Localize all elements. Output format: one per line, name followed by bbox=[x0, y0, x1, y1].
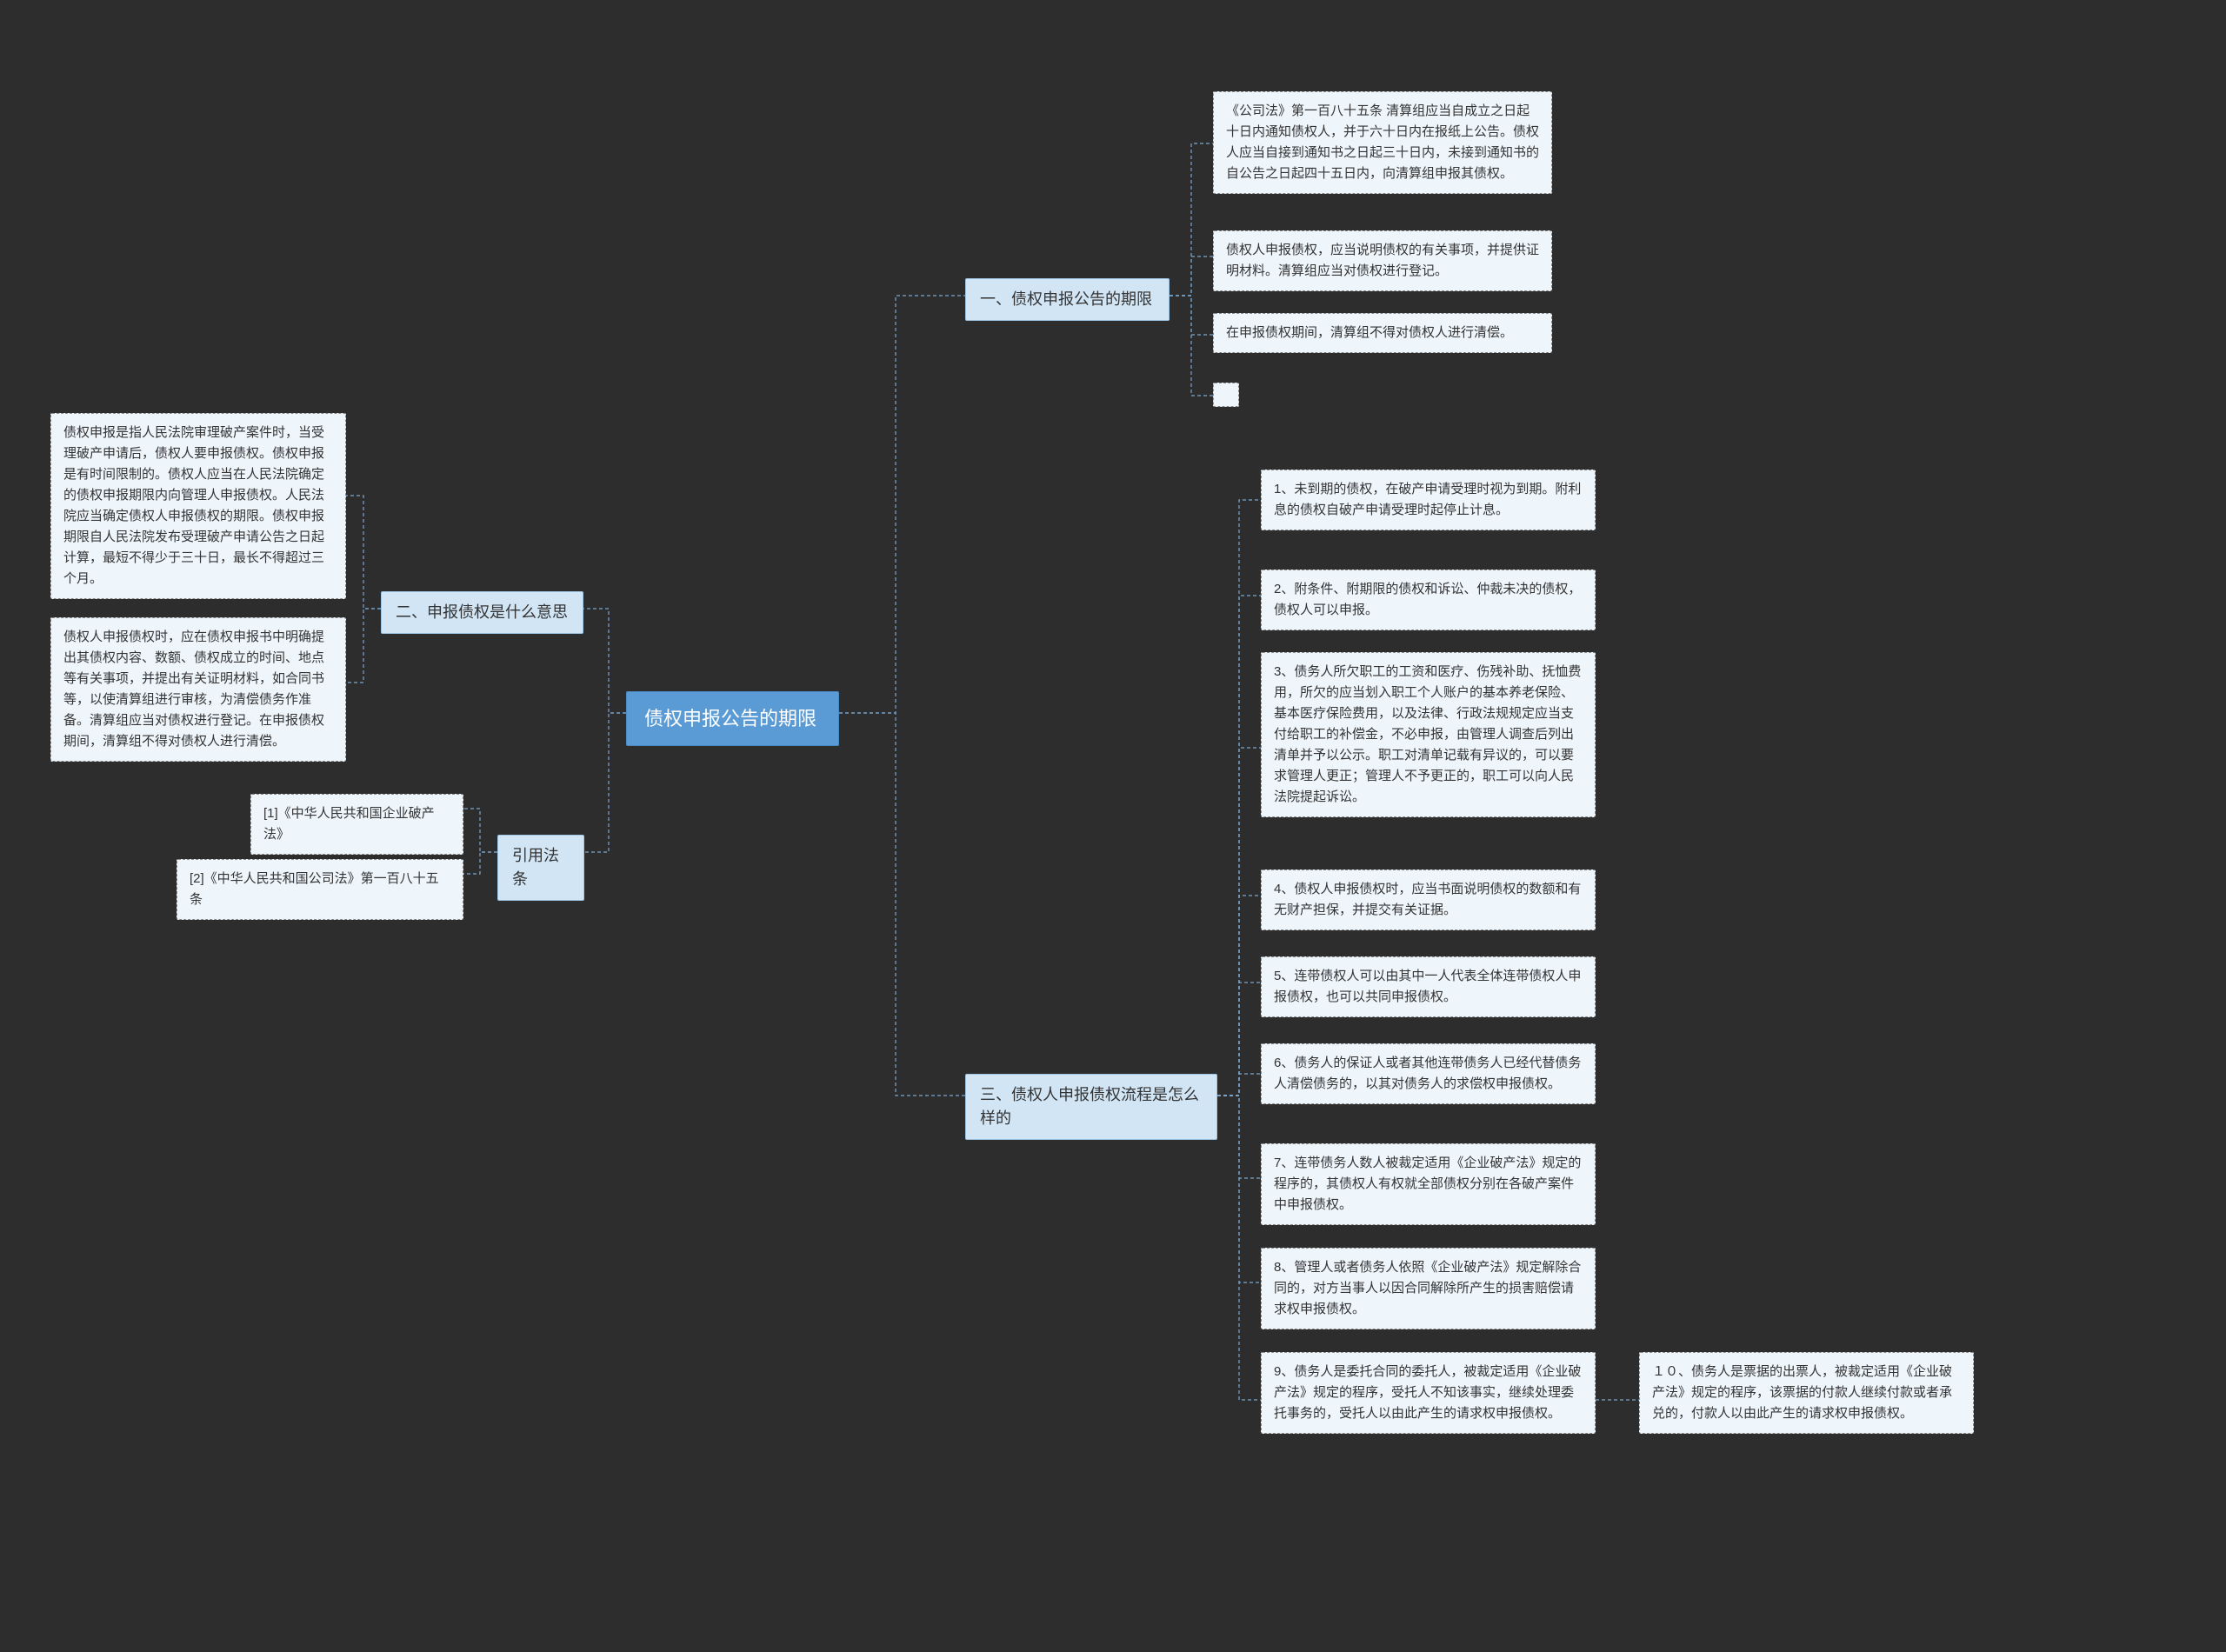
branch-one-leaf-1: 债权人申报债权，应当说明债权的有关事项，并提供证明材料。清算组应当对债权进行登记… bbox=[1213, 230, 1552, 291]
branch-one-leaf-3 bbox=[1213, 383, 1239, 407]
branch-two-leaf-0: 债权申报是指人民法院审理破产案件时，当受理破产申请后，债权人要申报债权。债权申报… bbox=[50, 413, 346, 599]
branch-three-leaf-0: 1、未到期的债权，在破产申请受理时视为到期。附利息的债权自破产申请受理时起停止计… bbox=[1261, 470, 1596, 530]
branch-three[interactable]: 三、债权人申报债权流程是怎么样的 bbox=[965, 1074, 1217, 1140]
branch-one[interactable]: 一、债权申报公告的期限 bbox=[965, 278, 1170, 321]
branch-three-leaf-2: 3、债务人所欠职工的工资和医疗、伤残补助、抚恤费用，所欠的应当划入职工个人账户的… bbox=[1261, 652, 1596, 817]
refs-leaf-0: [1]《中华人民共和国企业破产法》 bbox=[250, 794, 463, 855]
branch-one-leaf-0: 《公司法》第一百八十五条 清算组应当自成立之日起十日内通知债权人，并于六十日内在… bbox=[1213, 91, 1552, 194]
refs-leaf-1: [2]《中华人民共和国公司法》第一百八十五条 bbox=[177, 859, 463, 920]
branch-one-leaf-2: 在申报债权期间，清算组不得对债权人进行清偿。 bbox=[1213, 313, 1552, 353]
root-node[interactable]: 债权申报公告的期限 bbox=[626, 691, 839, 746]
branch-three-leaf-6: 7、连带债务人数人被裁定适用《企业破产法》规定的程序的，其债权人有权就全部债权分… bbox=[1261, 1143, 1596, 1225]
branch-three-leaf-8: 9、债务人是委托合同的委托人，被裁定适用《企业破产法》规定的程序，受托人不知该事… bbox=[1261, 1352, 1596, 1434]
branch-three-leaf-7: 8、管理人或者债务人依照《企业破产法》规定解除合同的，对方当事人以因合同解除所产… bbox=[1261, 1248, 1596, 1329]
branch-refs[interactable]: 引用法条 bbox=[497, 835, 584, 901]
branch-three-leaf-4: 5、连带债权人可以由其中一人代表全体连带债权人申报债权，也可以共同申报债权。 bbox=[1261, 956, 1596, 1017]
branch-three-leaf-3: 4、债权人申报债权时，应当书面说明债权的数额和有无财产担保，并提交有关证据。 bbox=[1261, 869, 1596, 930]
branch-three-leaf-1: 2、附条件、附期限的债权和诉讼、仲裁未决的债权，债权人可以申报。 bbox=[1261, 570, 1596, 630]
branch-two-leaf-1: 债权人申报债权时，应在债权申报书中明确提出其债权内容、数额、债权成立的时间、地点… bbox=[50, 617, 346, 762]
branch-three-leaf-8-child: １０、债务人是票据的出票人，被裁定适用《企业破产法》规定的程序，该票据的付款人继… bbox=[1639, 1352, 1974, 1434]
branch-three-leaf-5: 6、债务人的保证人或者其他连带债务人已经代替债务人清偿债务的，以其对债务人的求偿… bbox=[1261, 1043, 1596, 1104]
branch-two[interactable]: 二、申报债权是什么意思 bbox=[381, 591, 583, 634]
